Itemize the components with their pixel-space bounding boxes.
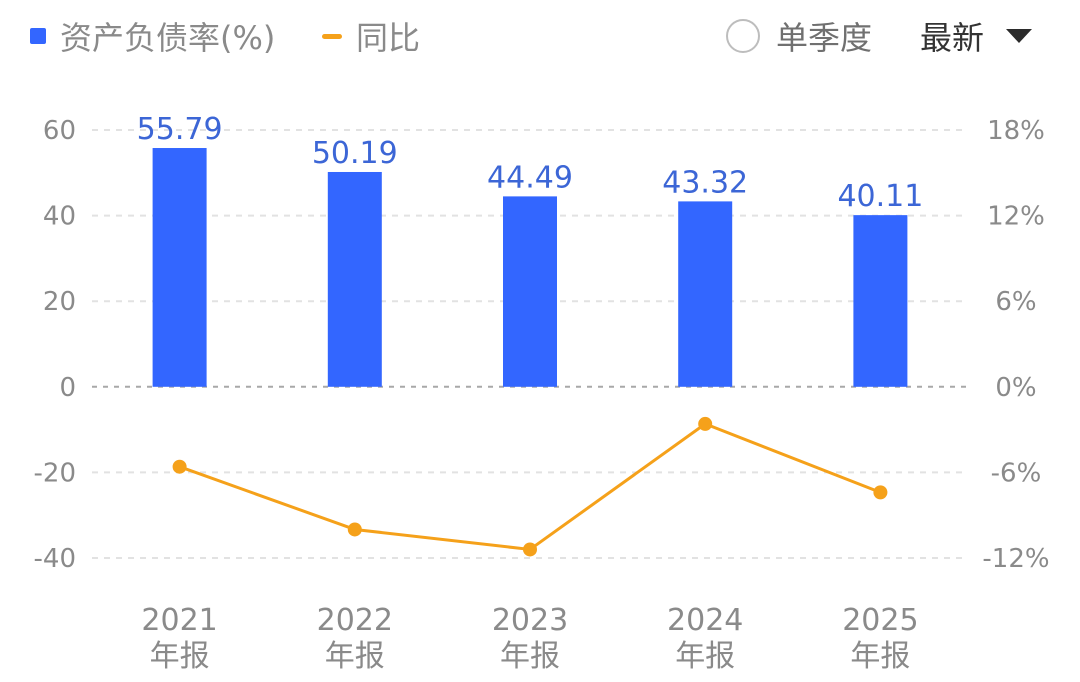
category-year-label: 2023	[492, 603, 568, 638]
right-axis: 18% 12% 6% 0% -6% -12%	[982, 116, 1049, 574]
caret-down-icon[interactable]	[1006, 29, 1033, 43]
bar-value-label: 40.11	[837, 179, 923, 214]
left-tick-label: 0	[59, 373, 76, 403]
bar-value-labels: 55.79 50.19 44.49 43.32 40.11	[137, 112, 924, 214]
legend-item-yoy: 同比	[322, 14, 420, 58]
left-tick-label: 40	[43, 202, 76, 232]
legend-item-debt-ratio: 资产负债率(%)	[30, 14, 275, 58]
left-tick-label: 60	[43, 116, 76, 146]
category-suffix-label: 年报	[500, 639, 560, 674]
right-tick-label: 18%	[987, 116, 1045, 146]
period-dropdown[interactable]: 最新	[920, 14, 1033, 58]
category-year-label: 2025	[842, 603, 918, 638]
right-tick-label: -12%	[982, 544, 1049, 574]
right-tick-label: 0%	[995, 373, 1036, 403]
bar-value-label: 50.19	[312, 136, 398, 171]
left-axis: 60 40 20 0 -20 -40	[34, 116, 76, 574]
bar-2025[interactable]	[853, 215, 908, 387]
bar-2021[interactable]	[152, 148, 207, 387]
right-tick-label: -6%	[991, 458, 1042, 488]
radio-circle-icon[interactable]	[726, 19, 760, 53]
left-tick-label: -40	[34, 544, 76, 574]
legend-bar-swatch	[30, 28, 46, 44]
bar-2024[interactable]	[678, 201, 733, 387]
bar-2023[interactable]	[503, 196, 557, 387]
bar-value-label: 55.79	[137, 112, 223, 147]
left-tick-label: -20	[34, 458, 76, 488]
quarter-toggle-label: 单季度	[776, 19, 873, 57]
yoy-point-2023[interactable]	[523, 542, 537, 557]
bar-value-label: 43.32	[662, 165, 748, 200]
bar-2022[interactable]	[327, 171, 382, 387]
right-tick-label: 12%	[987, 202, 1045, 232]
bar-value-label: 44.49	[487, 160, 573, 195]
yoy-point-2022[interactable]	[347, 522, 362, 537]
yoy-point-2025[interactable]	[873, 485, 888, 500]
category-suffix-label: 年报	[850, 639, 910, 674]
quarter-toggle[interactable]: 单季度	[726, 14, 872, 58]
category-year-label: 2024	[667, 603, 743, 638]
chart-header: 资产负债率(%) 同比 单季度 最新	[0, 0, 1080, 72]
yoy-point-2021[interactable]	[172, 459, 187, 474]
left-tick-label: 20	[43, 287, 76, 317]
right-tick-label: 6%	[995, 287, 1036, 317]
yoy-line	[179, 422, 881, 551]
legend-line-swatch	[322, 33, 342, 39]
category-year-label: 2022	[317, 603, 393, 638]
legend-line-label: 同比	[356, 19, 421, 57]
bar-series	[152, 148, 908, 387]
yoy-point-2024[interactable]	[698, 416, 713, 431]
category-suffix-label: 年报	[150, 639, 210, 674]
period-dropdown-value: 最新	[920, 19, 985, 57]
category-suffix-label: 年报	[675, 639, 735, 674]
legend-bar-label: 资产负债率(%)	[60, 19, 276, 57]
category-year-label: 2021	[141, 603, 217, 638]
line-series	[172, 416, 888, 557]
category-suffix-label: 年报	[325, 639, 385, 674]
